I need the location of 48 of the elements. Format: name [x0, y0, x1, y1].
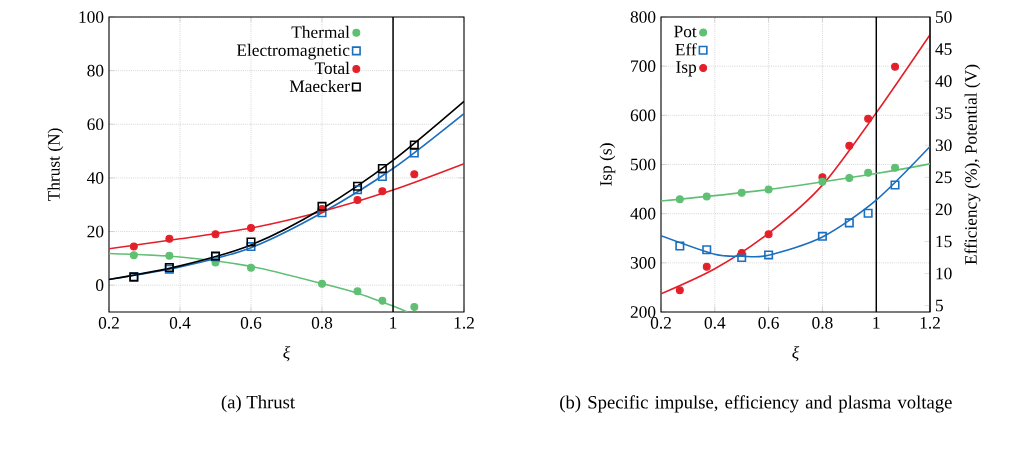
y-tick-label: 400: [630, 207, 656, 220]
y-tick-label: 0: [96, 279, 104, 292]
y-axis-title: Isp (s): [599, 143, 616, 186]
text: (a) Thrust: [221, 395, 295, 413]
y-tick-label: 600: [630, 109, 656, 122]
y2-tick-label: 10: [936, 267, 952, 280]
text: (b) Specific impulse, efficiency and plasma voltage: [560, 395, 952, 413]
x-tick-label: 0.6: [240, 316, 262, 329]
y2-tick-label: 50: [935, 11, 952, 23]
legend-label: Electromagnetic: [236, 43, 350, 60]
y-tick-label: 800: [630, 11, 656, 23]
y-tick-label: 100: [79, 11, 104, 23]
x-axis-title: ξ: [283, 346, 291, 362]
y2-axis-title: Efficiency (%), Potential (V): [964, 64, 981, 265]
legend-label: Pot: [674, 25, 697, 38]
y2-tick-label: 5: [935, 299, 943, 312]
legend-label: Total: [314, 61, 350, 75]
x-tick-label: 0.8: [812, 316, 833, 329]
x-tick-label: 0.8: [311, 316, 333, 329]
legend-label: Eff: [675, 43, 697, 56]
legend-label: Isp: [676, 61, 697, 77]
x-tick-label: 0.2: [98, 316, 119, 329]
y-tick-label: 200: [630, 306, 656, 318]
y-tick-label: 80: [87, 64, 104, 77]
y2-tick-label: 15: [936, 235, 952, 248]
x-tick-label: 0.6: [758, 316, 779, 329]
y-tick-label: 60: [87, 118, 104, 131]
legend-label: Thermal: [291, 25, 350, 39]
y2-tick-label: 45: [935, 43, 952, 55]
y-tick-label: 20: [87, 225, 104, 238]
x-axis-title: ξ: [792, 346, 800, 362]
x-tick-label: 1: [390, 316, 397, 329]
y-tick-label: 40: [87, 172, 104, 184]
y-tick-label: 300: [630, 256, 656, 269]
y-tick-label: 500: [631, 158, 656, 171]
y2-tick-label: 25: [935, 171, 952, 184]
y2-tick-label: 20: [935, 203, 952, 216]
x-tick-label: 1.2: [454, 316, 474, 329]
x-tick-label: 0.4: [704, 316, 726, 329]
x-tick-label: 1.2: [920, 316, 940, 329]
y2-tick-label: 40: [935, 75, 952, 87]
y-tick-label: 700: [631, 60, 656, 73]
x-tick-label: 1: [873, 316, 880, 329]
y-axis-title: Thrust (N): [47, 128, 64, 202]
y2-tick-label: 30: [935, 139, 952, 152]
x-tick-label: 0.4: [169, 316, 191, 329]
legend-label: Maecker: [289, 79, 350, 93]
y2-tick-label: 35: [935, 107, 952, 120]
